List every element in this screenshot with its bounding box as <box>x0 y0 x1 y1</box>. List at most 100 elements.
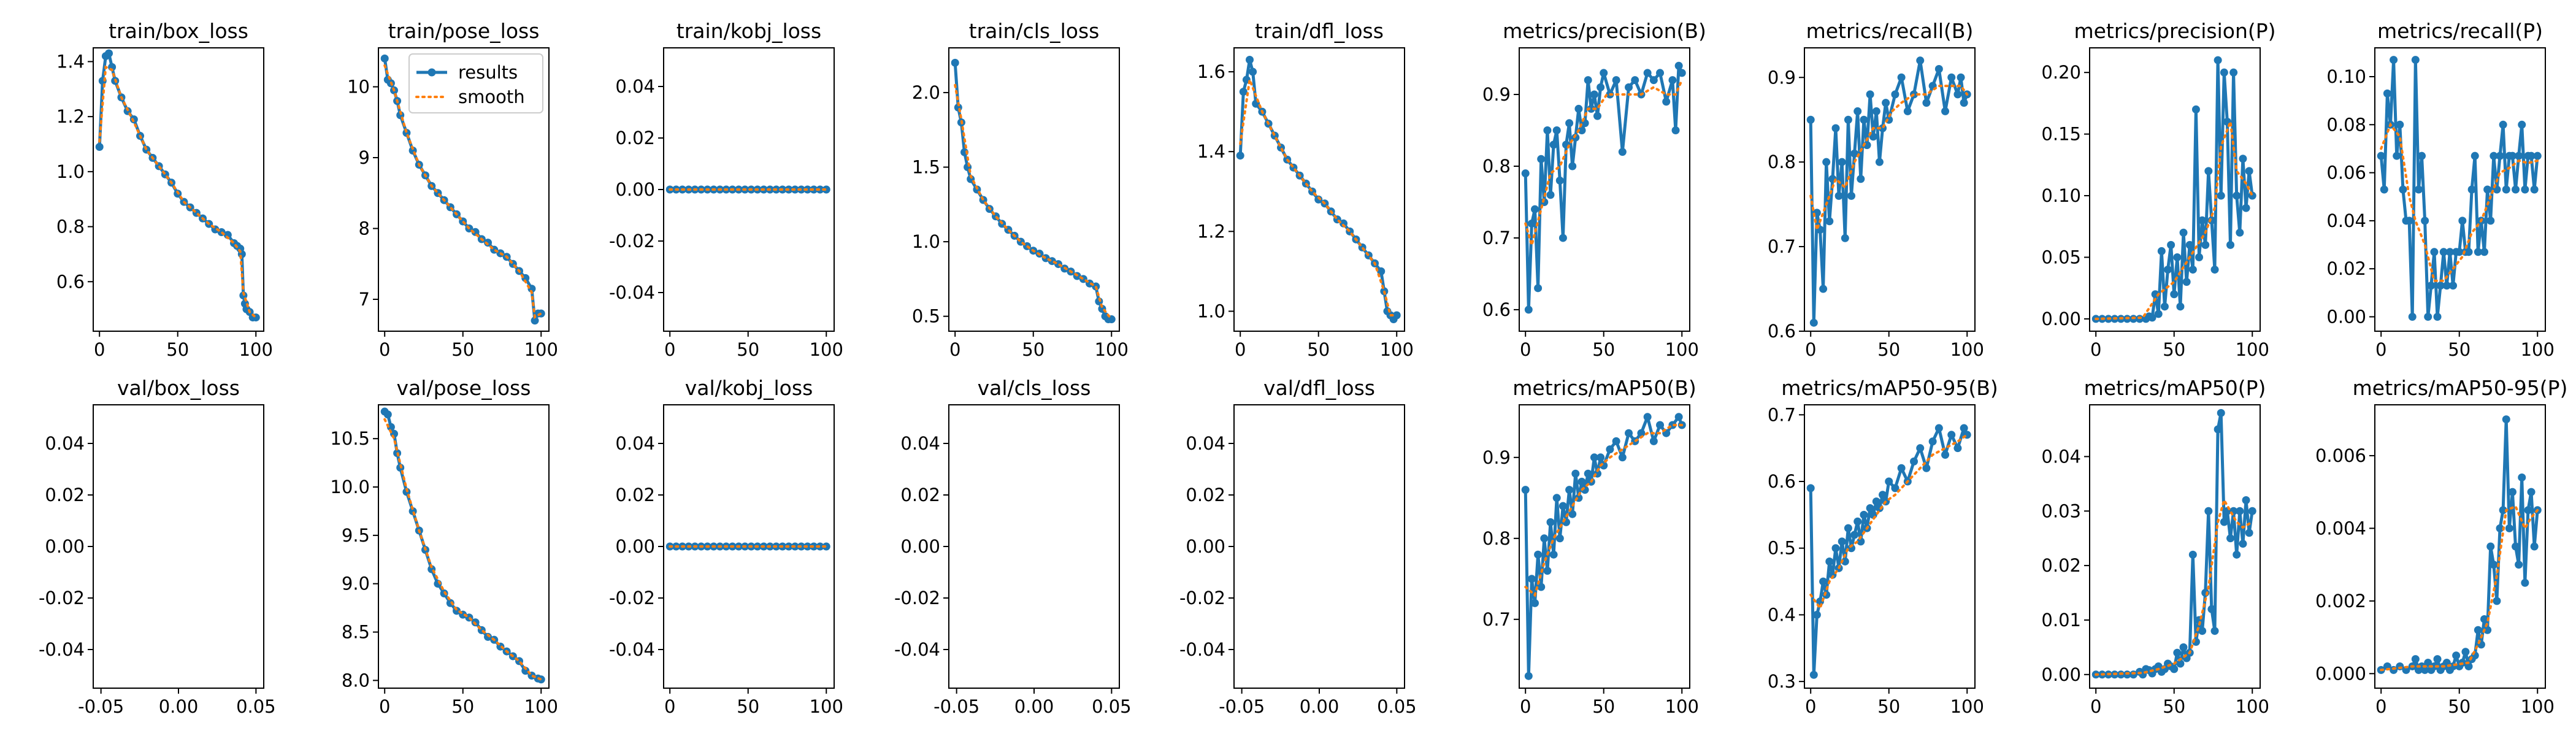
x-tick-label: 0 <box>1805 696 1816 717</box>
results-point <box>2533 151 2542 160</box>
smooth-line <box>1239 75 1398 316</box>
legend-results-marker <box>427 68 436 77</box>
results-point <box>2427 282 2436 290</box>
x-tick-label: 100 <box>2521 339 2555 360</box>
results-point <box>2383 89 2391 98</box>
results-point <box>1577 126 1586 135</box>
results-point <box>2198 216 2207 224</box>
results-point <box>2496 524 2504 532</box>
results-point <box>2530 542 2539 551</box>
results-point <box>1806 484 1815 493</box>
y-tick-label: -0.04 <box>609 639 655 660</box>
results-point <box>1600 69 1608 77</box>
results-point <box>1844 524 1852 532</box>
results-point <box>2521 185 2529 194</box>
x-tick-label: 50 <box>1022 339 1045 360</box>
y-tick-label: 0.01 <box>2041 610 2081 631</box>
results-point <box>951 58 959 67</box>
smooth-line <box>2380 122 2539 282</box>
y-tick-label: 8.0 <box>342 670 370 691</box>
y-tick-label: 0.20 <box>2041 62 2081 83</box>
results-point <box>2170 290 2179 299</box>
results-point <box>1095 297 1103 305</box>
results-point <box>1587 104 1595 113</box>
results-point <box>2201 240 2210 249</box>
results-point <box>2515 151 2523 160</box>
results-point <box>1834 191 1843 200</box>
legend-smooth-label: smooth <box>458 86 525 107</box>
results-point <box>1612 76 1620 85</box>
y-tick-label: 0.00 <box>45 536 85 557</box>
results-point <box>2220 518 2228 526</box>
panel-metrics-map50-95-b: metrics/mAP50-95(B) 0 50 100 0.3 0.4 0.5 0.6 0.7 <box>1768 376 1998 717</box>
results-point <box>1568 510 1577 518</box>
x-tick-label: 100 <box>1380 339 1414 360</box>
x-tick-label: 0 <box>664 696 675 717</box>
panel-title: val/box_loss <box>117 376 240 400</box>
results-point <box>2210 627 2219 635</box>
x-tick-label: 0 <box>2375 339 2386 360</box>
x-tick-label: 100 <box>2236 696 2269 717</box>
y-tick-label: -0.02 <box>1179 588 1225 608</box>
results-point <box>2245 529 2253 537</box>
panel-title: train/box_loss <box>109 19 248 43</box>
results-point <box>1903 107 1912 115</box>
results-point <box>2527 488 2536 496</box>
results-point <box>2204 167 2213 175</box>
results-point <box>1625 83 1633 91</box>
results-point <box>2455 248 2464 256</box>
results-point <box>1552 126 1561 135</box>
results-point <box>2380 185 2388 194</box>
axes-frame <box>2374 404 2546 689</box>
panel-train-pose-loss: train/pose_loss 0 50 100 7 8 9 10 results smooth <box>347 19 558 360</box>
panel-val-kobj-loss: val/kobj_loss 0 50 100 0.04 0.02 0.00 -0.02 -0.0… <box>609 376 843 717</box>
y-tick-label: -0.02 <box>894 588 940 608</box>
results-point <box>1656 421 1665 429</box>
y-tick-label: 0.10 <box>2326 66 2366 87</box>
y-tick-label: 0.6 <box>1768 321 1796 342</box>
results-point <box>2433 313 2442 321</box>
y-tick-label: 0.00 <box>2041 309 2081 329</box>
results-line <box>1524 64 1684 312</box>
x-tick-label: 0.00 <box>159 696 199 717</box>
results-point <box>1947 431 1956 439</box>
results-point <box>1857 175 1865 183</box>
results-point <box>2148 313 2156 322</box>
results-point <box>2226 240 2235 249</box>
results-point <box>1947 73 1956 82</box>
results-point <box>1841 234 1849 242</box>
x-tick-label: 50 <box>2448 696 2471 717</box>
results-point <box>1960 99 1968 107</box>
axes-frame <box>93 47 264 332</box>
results-point <box>1822 158 1831 166</box>
x-tick-label: 100 <box>2236 339 2269 360</box>
x-tick-label: 0.05 <box>236 696 276 717</box>
results-point <box>2411 655 2420 664</box>
x-tick-label: 0.05 <box>1377 696 1417 717</box>
results-point <box>2185 240 2194 249</box>
y-tick-label: 0.02 <box>2041 555 2081 576</box>
results-point <box>2214 56 2222 64</box>
panel-title: metrics/precision(B) <box>1503 19 1706 43</box>
results-point <box>2191 105 2200 113</box>
results-point <box>2154 310 2163 318</box>
results-point <box>2474 248 2482 256</box>
y-tick-label: 0.15 <box>2041 124 2081 145</box>
results-point <box>2461 648 2470 656</box>
panel-metrics-map50-b: metrics/mAP50(B) 0 50 100 0.7 0.8 0.9 <box>1482 376 1699 717</box>
results-point <box>2502 415 2510 424</box>
x-tick-label: 50 <box>1307 339 1330 360</box>
results-point <box>2527 151 2536 160</box>
y-tick-label: -0.04 <box>894 639 940 660</box>
x-tick-label: 0 <box>1520 696 1531 717</box>
y-tick-label: 0.10 <box>2041 185 2081 206</box>
results-point <box>2176 302 2185 311</box>
results-point <box>2424 659 2432 667</box>
results-point <box>2233 191 2241 200</box>
panel-val-cls-loss: val/cls_loss -0.05 0.00 0.05 0.04 0.02 0.00 -0.… <box>894 376 1132 717</box>
results-point <box>1340 219 1348 228</box>
results-point <box>1875 158 1884 166</box>
results-point <box>2508 151 2517 160</box>
results-point <box>1872 107 1880 115</box>
results-point <box>1825 217 1834 226</box>
